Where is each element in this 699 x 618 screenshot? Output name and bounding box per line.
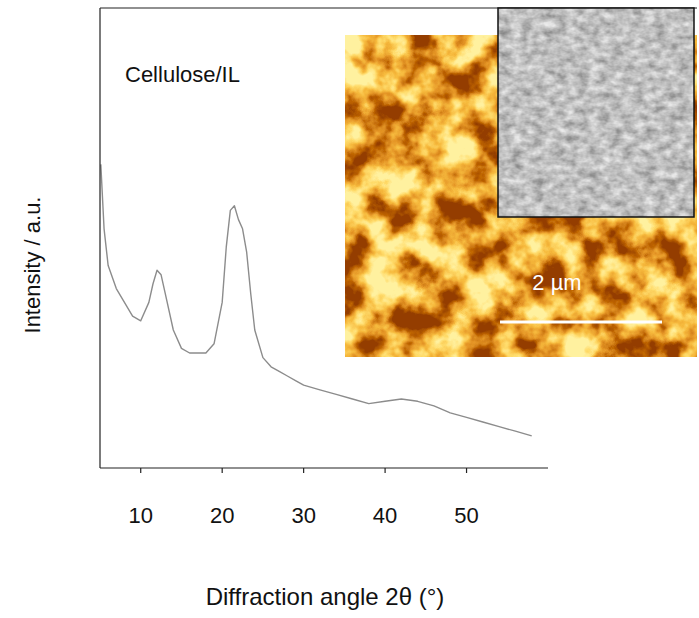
x-tick [466,468,467,473]
y-axis [99,8,100,468]
x-tick-label: 50 [454,503,478,528]
sem-image [498,8,694,217]
x-tick-label: 10 [128,503,152,528]
scale-bar-label: 2 µm [532,270,581,295]
x-axis-title: Diffraction angle 2θ (°) [206,583,445,610]
x-tick-label: 20 [210,503,234,528]
scale-bar [500,321,662,324]
sample-label: Cellulose/IL [125,62,240,87]
x-axis [100,467,548,468]
x-tick [140,468,141,473]
chart: 10 20 30 40 50 Diffraction angle 2θ (°) Intens… [0,0,699,618]
sem-border [498,8,694,217]
x-tick [303,468,304,473]
y-axis-title: Intensity / a.u. [20,197,45,334]
x-tick-label: 30 [291,503,315,528]
x-tick [222,468,223,473]
x-tick-label: 40 [373,503,397,528]
x-tick [384,468,385,473]
